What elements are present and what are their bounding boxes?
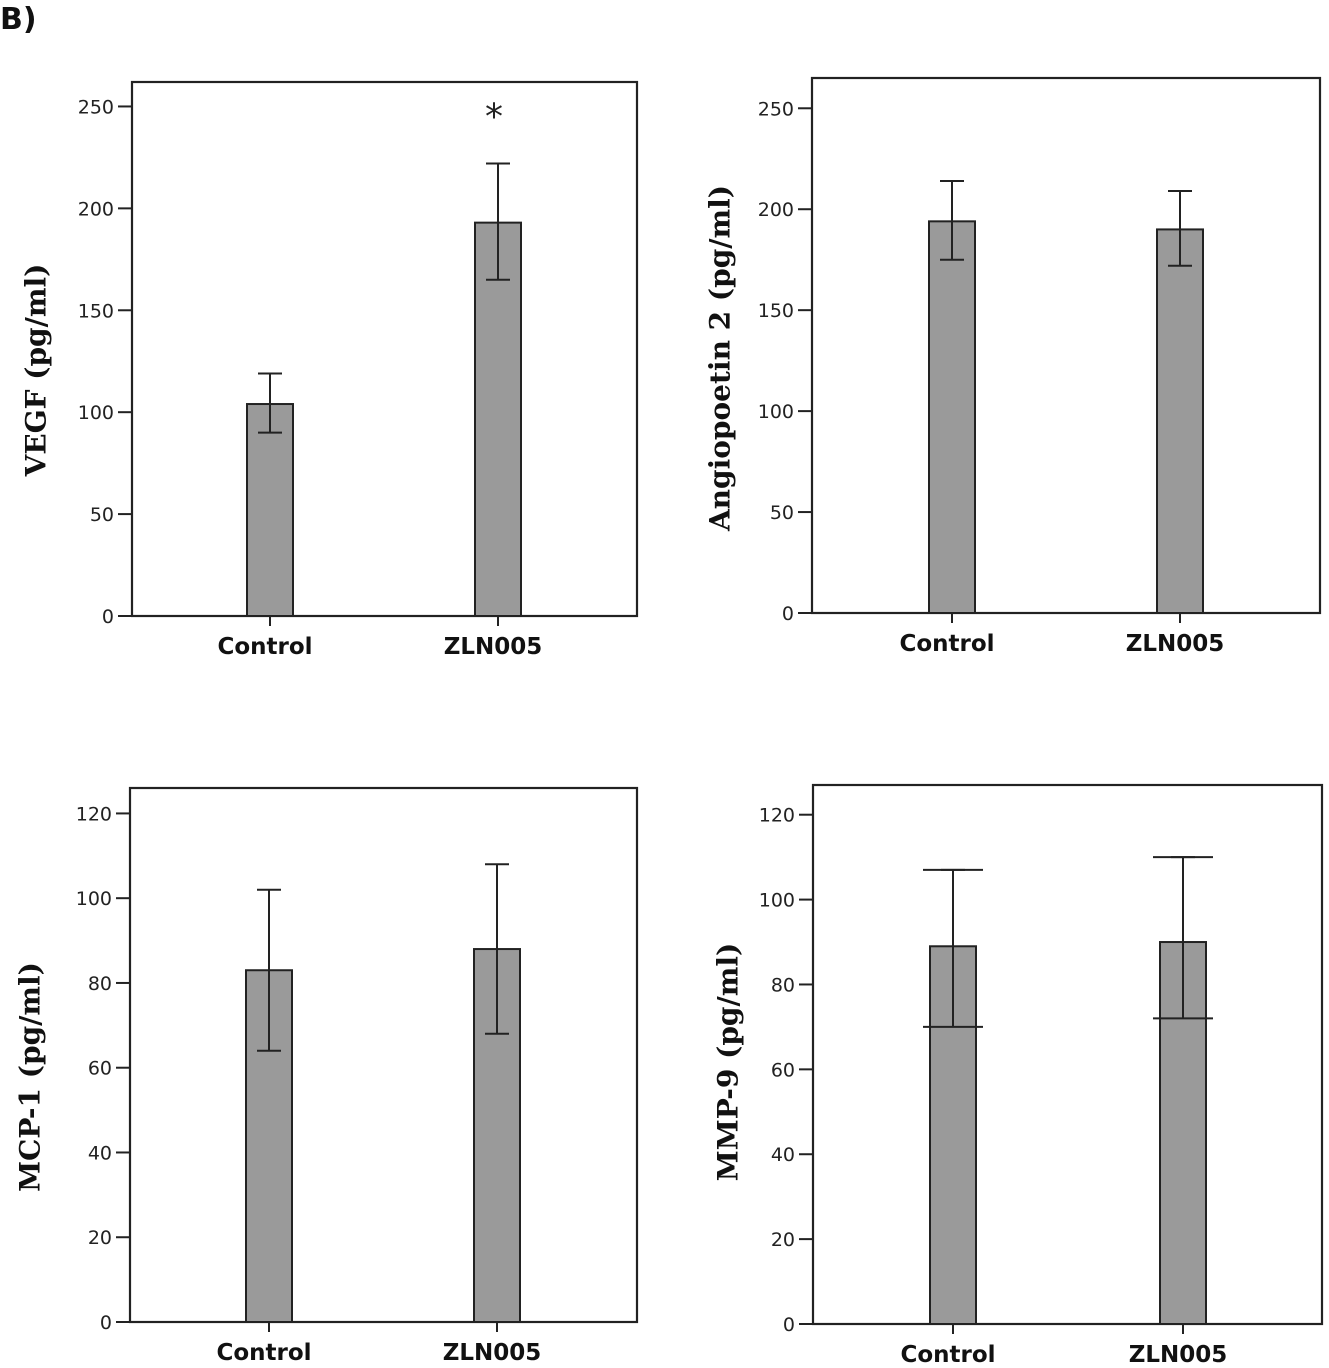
y-tick-label: 200: [758, 199, 794, 221]
y-tick-label: 150: [78, 300, 114, 322]
chart-angiopoetin-2: 0 50 100 150 200 250 Control ZLN005 Angiopoetin …: [704, 76, 1322, 657]
y-tick-label: 60: [88, 1058, 112, 1080]
bar: [474, 221, 522, 618]
chart-mmp-9: 0 20 40 60 80 100 120 Control ZLN005 MMP-9 (pg/ml…: [712, 783, 1324, 1368]
chart-mcp-1: 0 20 40 60 80 100 120 Control ZLN005 MCP-1 (pg/ml…: [14, 786, 639, 1366]
y-tick-label: 0: [782, 603, 794, 625]
y-tick-label: 0: [783, 1314, 795, 1336]
y-tick-label: 40: [771, 1144, 795, 1166]
y-axis-title: Angiopoetin 2 (pg/ml): [704, 185, 737, 532]
y-tick-label: 0: [102, 606, 114, 628]
x-tick-label: Control: [217, 634, 312, 660]
y-tick-label: 100: [76, 888, 112, 910]
y-tick-label: 100: [758, 401, 794, 423]
y-tick-label: 250: [78, 96, 114, 118]
plot-frame: [811, 783, 1324, 1326]
y-tick-label: 50: [90, 504, 114, 526]
chart-vegf: 0 50 100 150 200 250 Control ZLN005 * VEGF (pg/ml…: [20, 80, 639, 660]
x-tick-label: ZLN005: [443, 1340, 542, 1366]
plot-frame: [128, 786, 639, 1324]
panel-label: B): [0, 2, 37, 37]
x-tick-label: Control: [899, 631, 994, 657]
plot-frame: [810, 76, 1322, 615]
y-axis-title: MMP-9 (pg/ml): [712, 943, 745, 1182]
y-tick-label: 20: [88, 1227, 112, 1249]
significance-star: *: [485, 96, 503, 137]
x-tick-label: ZLN005: [1129, 1342, 1228, 1368]
y-tick-label: 20: [771, 1229, 795, 1251]
y-tick-label: 200: [78, 198, 114, 220]
y-tick-label: 150: [758, 300, 794, 322]
bar: [1156, 228, 1204, 614]
y-tick-label: 50: [770, 502, 794, 524]
y-tick-label: 120: [759, 805, 795, 827]
y-tick-label: 60: [771, 1059, 795, 1081]
y-tick-label: 40: [88, 1142, 112, 1164]
plot-frame: [130, 80, 639, 618]
x-tick-label: Control: [216, 1340, 311, 1366]
y-tick-label: 250: [758, 98, 794, 120]
y-tick-label: 80: [88, 973, 112, 995]
bar: [928, 220, 976, 614]
x-tick-label: ZLN005: [444, 634, 543, 660]
x-tick-label: ZLN005: [1126, 631, 1225, 657]
y-tick-label: 80: [771, 974, 795, 996]
y-axis-title: VEGF (pg/ml): [20, 264, 53, 478]
y-tick-label: 0: [100, 1312, 112, 1334]
y-tick-label: 100: [78, 402, 114, 424]
x-tick-label: Control: [900, 1342, 995, 1368]
y-tick-label: 100: [759, 890, 795, 912]
y-axis-title: MCP-1 (pg/ml): [14, 962, 47, 1192]
y-tick-label: 120: [76, 803, 112, 825]
bar: [246, 403, 294, 618]
